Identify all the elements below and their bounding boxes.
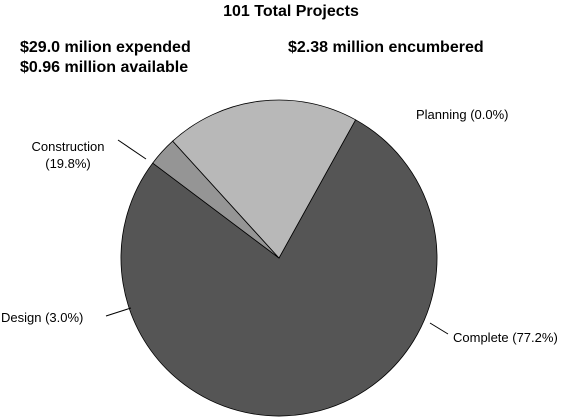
- encumbered-amount: $2.38 million encumbered: [288, 39, 484, 56]
- expended-amount: $29.0 milion expended: [20, 39, 191, 56]
- available-amount: $0.96 million available: [20, 59, 189, 76]
- chart-title: 101 Total Projects: [223, 3, 359, 20]
- design-leader-line: [105, 307, 132, 317]
- construction-label-line-2: (19.8%): [45, 156, 91, 171]
- pie-slice-complete: [120, 119, 438, 417]
- planning-label: Planning (0.0%): [416, 107, 509, 122]
- complete-leader-line: [429, 322, 449, 335]
- construction-label-line-1: Construction: [32, 139, 105, 154]
- complete-label: Complete (77.2%): [453, 330, 558, 345]
- construction-leader-line: [117, 139, 147, 160]
- pie-slice-construction: [172, 99, 357, 259]
- pie-slices: [120, 99, 438, 417]
- design-label: Design (3.0%): [1, 310, 83, 325]
